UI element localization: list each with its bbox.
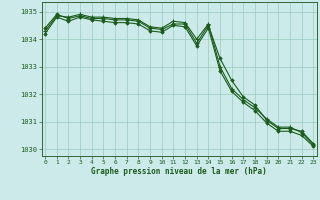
X-axis label: Graphe pression niveau de la mer (hPa): Graphe pression niveau de la mer (hPa)	[91, 167, 267, 176]
